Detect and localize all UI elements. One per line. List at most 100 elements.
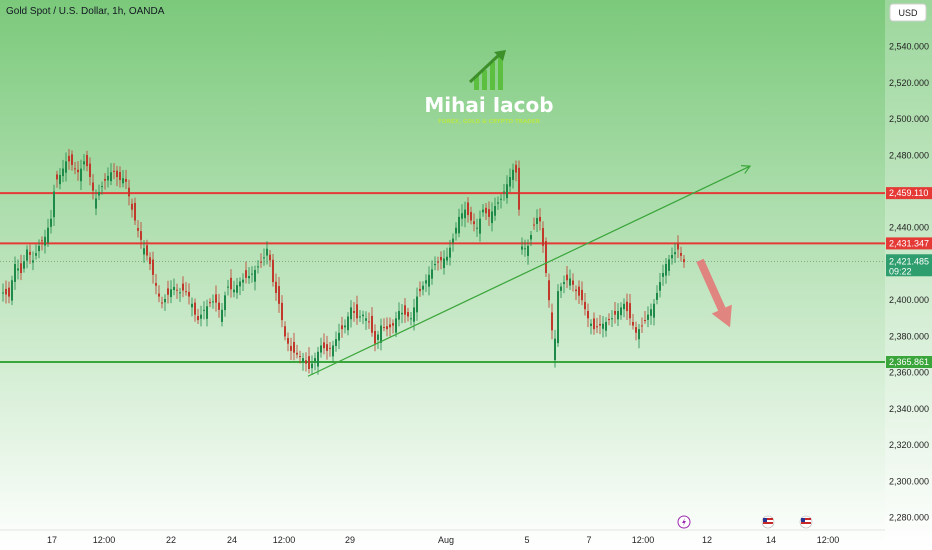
candle-body	[665, 263, 667, 276]
candle-body	[509, 177, 511, 187]
candle-body	[41, 240, 43, 242]
candle-body	[53, 191, 55, 218]
x-tick-label: 17	[47, 535, 57, 545]
x-tick-label: 12:00	[817, 535, 840, 545]
candle-body	[311, 363, 313, 369]
candle-body	[620, 307, 622, 316]
horizontal-levels	[0, 192, 885, 364]
candle-body	[497, 202, 499, 204]
candle-body	[677, 243, 679, 250]
candle-body	[521, 246, 523, 250]
candle-body	[542, 228, 544, 246]
support-tag-label: 2,365.861	[889, 357, 929, 367]
candle-body	[206, 306, 208, 319]
flag-stripe	[763, 522, 773, 524]
candle-body	[359, 316, 361, 318]
candle-body	[485, 207, 487, 214]
candle-body	[566, 274, 568, 281]
candle-body	[92, 182, 94, 191]
flag-stripe	[801, 518, 811, 520]
candle-body	[5, 288, 7, 295]
candle-body	[308, 356, 310, 369]
candle-body	[35, 253, 37, 256]
candle-body	[551, 312, 553, 331]
candle-body	[428, 274, 430, 287]
candle-body	[314, 358, 316, 362]
watermark-tagline: FOREX, GOLD & CRYPTO TRADER	[438, 119, 540, 125]
y-tick-label: 2,360.000	[889, 368, 929, 378]
candle-body	[524, 248, 526, 250]
candle-body	[65, 161, 67, 173]
candle-body	[413, 307, 415, 322]
candle-body	[407, 312, 409, 317]
candle-body	[587, 310, 589, 319]
candle-body	[194, 302, 196, 315]
candle-body	[203, 309, 205, 311]
candle-body	[365, 318, 367, 321]
currency-button-bg[interactable]	[889, 3, 927, 22]
candle-body	[545, 241, 547, 274]
x-tick-label: 12:00	[93, 535, 116, 545]
candle-body	[269, 254, 271, 261]
candle-body	[14, 263, 16, 282]
candle-body	[344, 325, 346, 328]
candle-body	[290, 345, 292, 351]
x-axis-ticks: 17 12:00 22 24 12:00 29 Aug 5 7 12:00 12 14 12:00	[47, 535, 839, 545]
candle-body	[326, 344, 328, 351]
watermark-logo: Mihai Iacob FOREX, GOLD & CRYPTO TRADER	[424, 50, 554, 125]
candle-body	[434, 263, 436, 266]
candle-body	[182, 283, 184, 291]
candle-body	[32, 260, 34, 263]
candle-body	[506, 184, 508, 199]
candle-body	[488, 209, 490, 217]
candle-body	[245, 270, 247, 278]
candle-body	[641, 325, 643, 327]
candle-body	[59, 174, 61, 185]
x-tick-label: 29	[345, 535, 355, 545]
candle-body	[389, 324, 391, 328]
candle-body	[128, 187, 130, 197]
x-tick-label: 7	[586, 535, 591, 545]
currency-button-label[interactable]: USD	[898, 8, 918, 18]
candle-body	[419, 288, 421, 292]
candle-body	[221, 309, 223, 322]
candle-body	[518, 167, 520, 210]
candle-body	[74, 168, 76, 170]
candle-body	[662, 273, 664, 277]
candle-body	[227, 286, 229, 288]
candle-body	[338, 332, 340, 341]
candle-body	[374, 330, 376, 344]
flag-stripe	[763, 518, 773, 520]
candle-body	[161, 302, 163, 304]
candle-body	[482, 209, 484, 213]
candle-body	[539, 216, 541, 222]
x-tick-label: 24	[227, 535, 237, 545]
currency-button[interactable]: USD	[889, 3, 927, 22]
trend-line-arrowhead	[740, 165, 752, 174]
candle-body	[185, 291, 187, 293]
candle-body	[143, 248, 145, 255]
candle-body	[89, 163, 91, 178]
candle-body	[38, 245, 40, 252]
candle-body	[56, 174, 58, 180]
candle-body	[371, 315, 373, 333]
candle-body	[254, 269, 256, 282]
y-tick-label: 2,540.000	[889, 42, 929, 52]
candle-body	[356, 304, 358, 319]
candle-body	[119, 172, 121, 181]
candle-body	[188, 291, 190, 297]
candle-body	[611, 318, 613, 320]
candle-body	[152, 259, 154, 275]
flag-stripe	[801, 522, 811, 524]
candle-body	[44, 236, 46, 246]
candle-body	[668, 259, 670, 271]
candle-body	[101, 186, 103, 188]
candle-body	[572, 280, 574, 285]
candle-body	[20, 263, 22, 274]
y-tick-label: 2,440.000	[889, 223, 929, 233]
candle-body	[626, 301, 628, 312]
upper-resistance-tag-label: 2,459.110	[889, 188, 928, 198]
candle-body	[476, 227, 478, 229]
candle-body	[329, 347, 331, 349]
